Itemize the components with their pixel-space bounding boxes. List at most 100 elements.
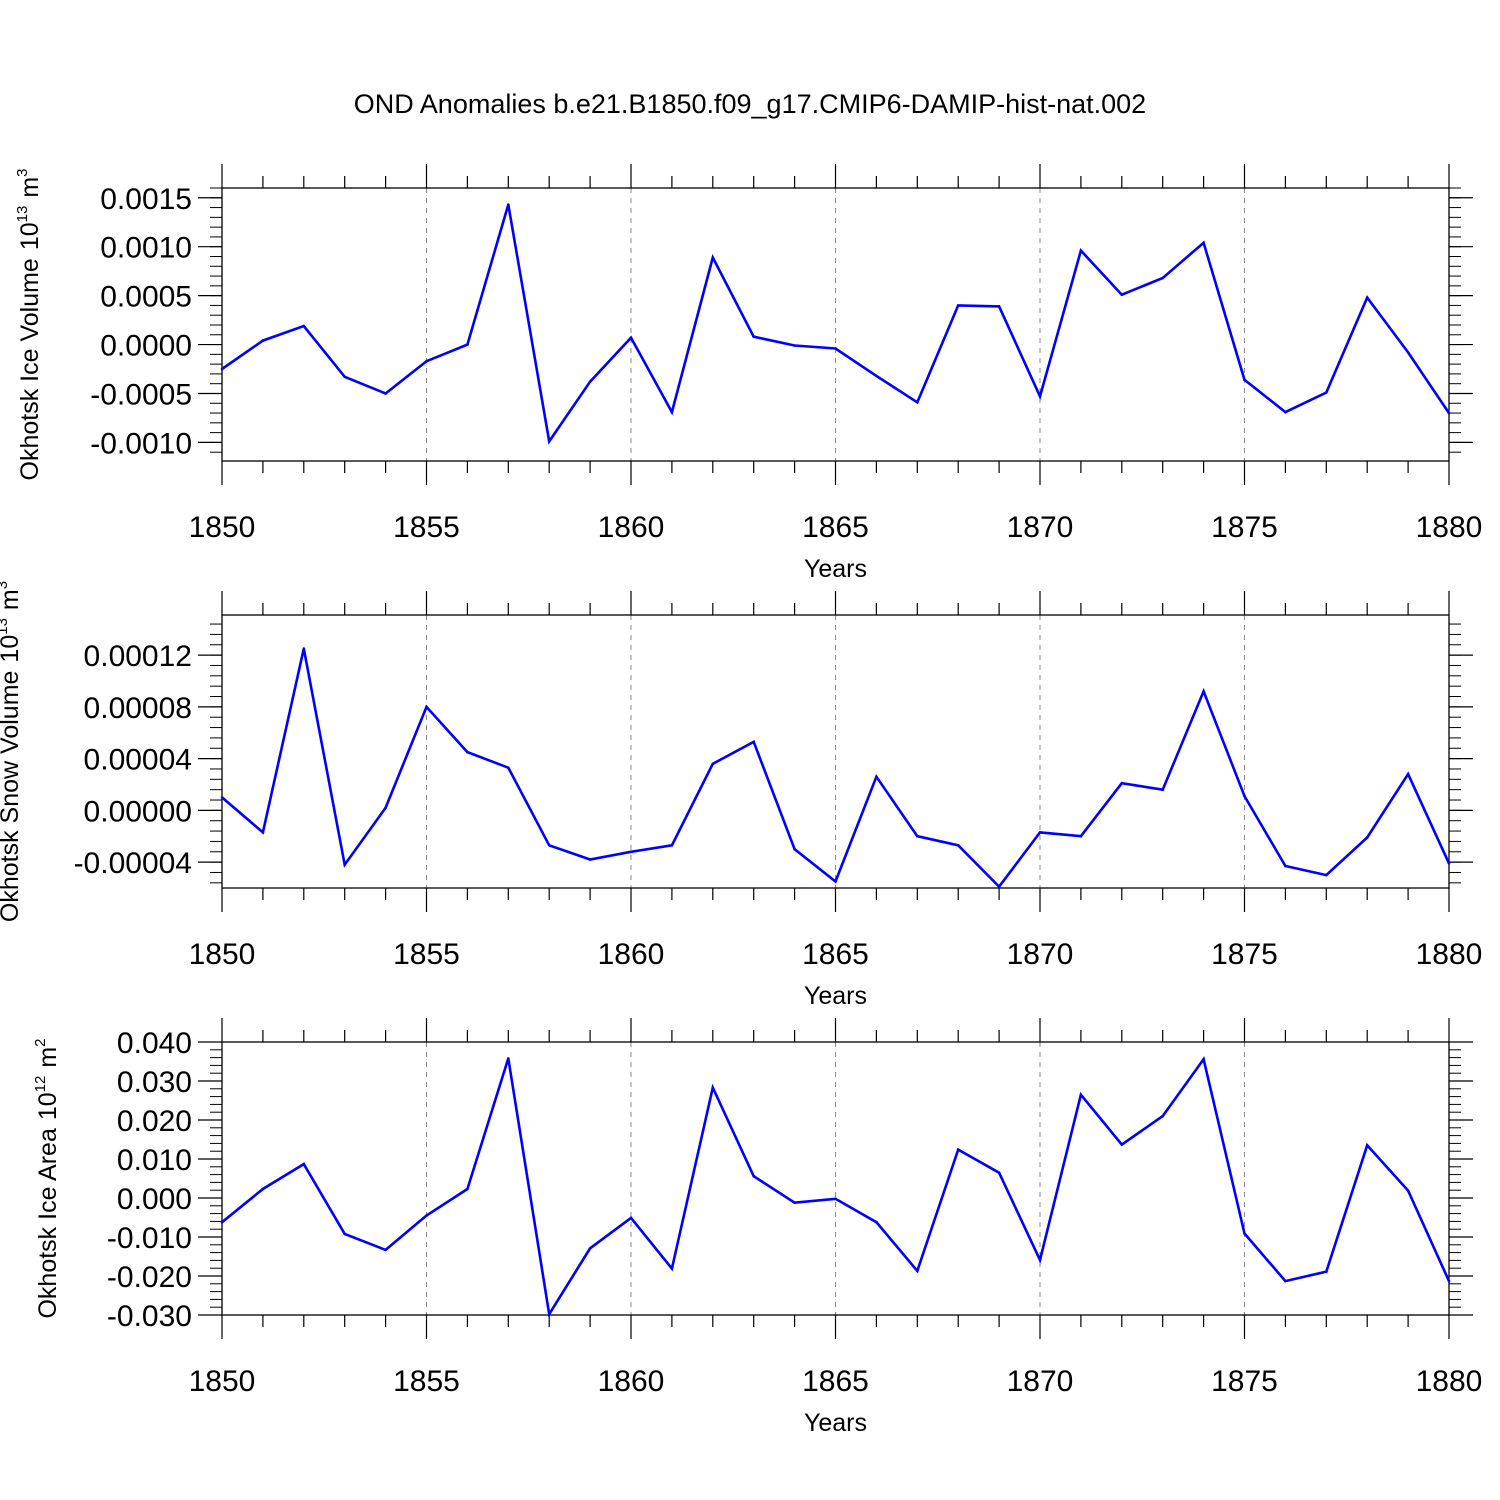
x-tick-label: 1870 <box>1007 938 1074 971</box>
y-tick-label: -0.020 <box>107 1261 192 1294</box>
data-point <box>752 1174 755 1178</box>
data-point <box>1038 831 1042 834</box>
x-tick-label: 1860 <box>598 1365 665 1398</box>
x-tick-label: 1865 <box>802 511 869 544</box>
y-unit-base: 10 <box>16 222 44 250</box>
data-point <box>507 1057 510 1060</box>
data-point <box>793 1201 796 1204</box>
panel-1: 0.0015 0.0010 0.0005 0.0000 -0.0005 -0.0010 18… <box>14 164 1482 583</box>
data-point <box>916 401 919 404</box>
data-point <box>1325 391 1328 394</box>
data-point <box>670 844 674 847</box>
data-point <box>1365 1144 1369 1147</box>
data-point <box>997 885 1001 888</box>
x-tick-label: 1870 <box>1007 1365 1074 1398</box>
data-point <box>1325 873 1328 877</box>
x-tick-label: 1855 <box>393 511 460 544</box>
data-point <box>588 858 592 861</box>
x-tick-label: 1860 <box>598 938 665 971</box>
x-tick-label: 1865 <box>802 1365 869 1398</box>
data-point <box>466 343 469 346</box>
data-point <box>1284 410 1287 414</box>
data-point <box>997 305 1001 308</box>
data-point <box>834 880 837 883</box>
data-point <box>711 256 715 259</box>
data-point <box>834 1197 837 1201</box>
data-point <box>466 750 469 754</box>
y-tick-label: 0.010 <box>117 1144 192 1177</box>
data-point <box>1406 351 1410 354</box>
y-tick-label: 0.00004 <box>84 744 192 777</box>
data-point <box>1243 378 1246 382</box>
data-point <box>220 1220 224 1224</box>
data-point <box>629 1216 633 1220</box>
data-point <box>425 705 428 709</box>
data-point <box>956 844 960 847</box>
data-point <box>752 335 755 339</box>
y-axis-title-text: Okhotsk Snow Volume <box>0 671 24 923</box>
y-unit: m <box>16 177 44 198</box>
figure-title: OND Anomalies b.e21.B1850.f09_g17.CMIP6-… <box>354 89 1146 119</box>
panel-3: 0.040 0.030 0.020 0.010 0.000 -0.010 -0.020 -0.… <box>32 1018 1482 1437</box>
data-point <box>588 1247 592 1250</box>
y-tick-label: 0.0010 <box>100 232 192 265</box>
data-point <box>1325 1270 1328 1273</box>
y-unit-power: 2 <box>32 1038 49 1046</box>
data-point <box>1161 276 1164 280</box>
data-point <box>670 1267 674 1270</box>
data-point <box>1447 411 1451 415</box>
x-tick-label: 1880 <box>1416 938 1483 971</box>
x-tick-label: 1855 <box>393 1365 460 1398</box>
y-unit-power: 3 <box>14 169 31 177</box>
data-point <box>793 847 796 851</box>
x-tick-label: 1850 <box>189 1365 256 1398</box>
y-unit: m <box>0 589 24 610</box>
x-tick-label: 1880 <box>1416 1365 1483 1398</box>
y-axis-title: Okhotsk Ice Area 1012 m2 <box>32 1038 62 1318</box>
data-point <box>302 647 306 650</box>
y-tick-label: -0.0010 <box>90 427 192 460</box>
x-tick-label: 1850 <box>189 938 256 971</box>
data-point <box>343 1232 347 1236</box>
data-point <box>547 844 551 847</box>
x-axis-title: Years <box>804 982 867 1010</box>
data-point <box>1079 834 1083 838</box>
data-point <box>466 1187 469 1191</box>
x-tick-label: 1850 <box>189 511 256 544</box>
y-tick-label: -0.00004 <box>74 847 192 880</box>
data-point <box>916 1269 919 1273</box>
data-point <box>1406 772 1410 776</box>
y-axis-title: Okhotsk Ice Volume 1013 m3 <box>14 169 44 481</box>
x-tick-label: 1875 <box>1211 1365 1278 1398</box>
data-point <box>1365 296 1369 299</box>
data-point <box>793 344 796 347</box>
data-point <box>1202 690 1205 693</box>
y-tick-label: 0.00012 <box>84 640 192 673</box>
data-point <box>1406 1189 1410 1192</box>
y-unit-exponent: 12 <box>32 1076 49 1093</box>
y-axis-title: Okhotsk Snow Volume 1013 m3 <box>0 581 24 922</box>
x-tick-label: 1855 <box>393 938 460 971</box>
data-point <box>547 1312 551 1316</box>
data-point <box>1447 1279 1451 1283</box>
y-unit-base: 10 <box>34 1092 62 1120</box>
data-point <box>588 380 592 384</box>
data-point <box>1120 781 1124 785</box>
data-point <box>384 392 387 395</box>
data-point <box>343 863 347 866</box>
y-tick-label: 0.00008 <box>84 692 192 725</box>
data-point <box>507 766 510 769</box>
data-point <box>261 1187 265 1191</box>
y-tick-label: -0.010 <box>107 1222 192 1255</box>
data-point <box>834 347 837 350</box>
data-point <box>752 740 755 744</box>
data-point <box>711 762 715 766</box>
y-tick-label: 0.00000 <box>84 795 192 828</box>
data-point <box>875 775 878 778</box>
data-point <box>1120 1143 1124 1146</box>
data-point <box>629 850 633 854</box>
y-tick-label: -0.0005 <box>90 378 192 411</box>
data-point <box>425 359 428 363</box>
data-point <box>1284 1279 1287 1283</box>
